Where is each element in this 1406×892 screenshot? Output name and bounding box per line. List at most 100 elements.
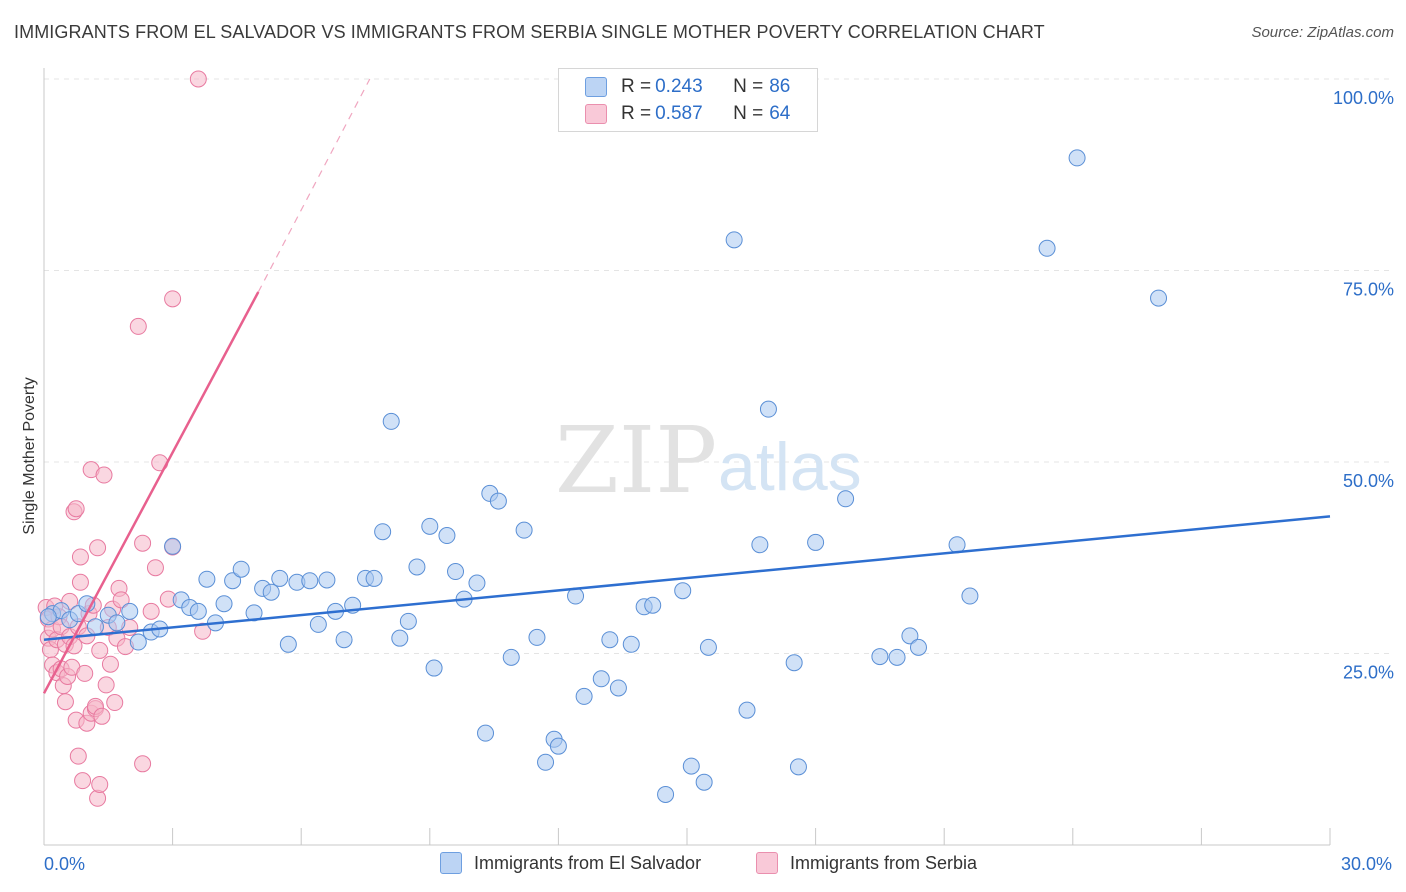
data-point-el-salvador: [129, 633, 147, 651]
data-point-serbia: [134, 755, 152, 773]
data-point-el-salvador: [232, 560, 250, 578]
data-point-el-salvador: [789, 758, 807, 776]
legend-row-serbia: R = 0.587 N = 64: [585, 101, 790, 127]
data-point-el-salvador: [477, 724, 495, 742]
data-point-serbia: [69, 747, 87, 765]
data-point-serbia: [91, 641, 109, 659]
data-point-el-salvador: [695, 773, 713, 791]
data-point-serbia: [134, 534, 152, 552]
data-point-serbia: [76, 664, 94, 682]
data-point-serbia: [56, 693, 74, 711]
trend-line-serbia-extension: [257, 78, 371, 293]
legend-r-label: R =: [621, 76, 652, 97]
data-point-el-salvador: [262, 583, 280, 601]
data-point-el-salvador: [622, 635, 640, 653]
series-serbia-points: [37, 70, 212, 807]
data-point-el-salvador: [657, 785, 675, 803]
data-point-serbia: [89, 539, 107, 557]
data-point-el-salvador: [699, 638, 717, 656]
data-point-el-salvador: [365, 569, 383, 587]
data-point-el-salvador: [447, 563, 465, 581]
data-point-el-salvador: [871, 648, 889, 666]
data-point-el-salvador: [121, 602, 139, 620]
legend-n-label: N =: [733, 103, 764, 124]
legend-row-el-salvador: R = 0.243 N = 86: [585, 74, 790, 100]
data-point-el-salvador: [245, 604, 263, 622]
bottom-legend-el-salvador: Immigrants from El Salvador: [440, 852, 701, 874]
data-point-el-salvador: [198, 570, 216, 588]
data-point-el-salvador: [224, 572, 242, 590]
legend-n-value: 64: [769, 103, 791, 124]
source-label: Source: ZipAtlas.com: [1251, 24, 1394, 41]
data-point-el-salvador: [408, 558, 426, 576]
data-point-el-salvador: [279, 635, 297, 653]
watermark-atlas: atlas: [718, 429, 862, 505]
watermark-zip: ZIP: [555, 407, 717, 514]
data-point-el-salvador: [489, 492, 507, 510]
data-point-el-salvador: [164, 537, 182, 555]
data-point-el-salvador: [601, 631, 619, 649]
data-point-serbia: [164, 290, 182, 308]
correlation-legend: R = 0.243 N = 86 R = 0.587 N = 64: [558, 68, 818, 132]
data-point-el-salvador: [738, 701, 756, 719]
watermark: ZIP atlas: [555, 407, 862, 514]
chart-title: IMMIGRANTS FROM EL SALVADOR VS IMMIGRANT…: [14, 22, 1045, 42]
data-point-el-salvador: [837, 490, 855, 508]
data-point-el-salvador: [759, 400, 777, 418]
axis-layer: [43, 68, 1331, 846]
data-point-serbia: [74, 772, 92, 790]
data-point-el-salvador: [1150, 289, 1168, 307]
data-point-serbia: [106, 694, 124, 712]
data-point-el-salvador: [335, 631, 353, 649]
y-tick-label: 50.0%: [1343, 471, 1394, 491]
data-point-el-salvador: [807, 533, 825, 551]
data-point-serbia: [146, 559, 164, 577]
legend-r-value: 0.243: [655, 76, 703, 97]
data-point-el-salvador: [515, 521, 533, 539]
data-point-el-salvador: [592, 670, 610, 688]
data-point-serbia: [189, 70, 207, 88]
data-point-el-salvador: [215, 595, 233, 613]
data-point-serbia: [129, 317, 147, 335]
trend-lines: [42, 78, 1331, 694]
data-point-el-salvador: [725, 231, 743, 249]
data-point-el-salvador: [39, 608, 57, 626]
data-point-el-salvador: [271, 569, 289, 587]
data-point-serbia: [142, 602, 160, 620]
data-point-serbia: [101, 655, 119, 673]
data-point-el-salvador: [528, 628, 546, 646]
data-point-el-salvador: [751, 536, 769, 554]
trend-line-serbia: [42, 291, 260, 694]
data-point-serbia: [91, 775, 109, 793]
data-point-el-salvador: [189, 602, 207, 620]
data-point-el-salvador: [785, 654, 803, 672]
data-point-el-salvador: [391, 629, 409, 647]
data-point-el-salvador: [318, 571, 336, 589]
data-point-serbia: [97, 676, 115, 694]
data-point-el-salvador: [682, 757, 700, 775]
legend-r-label: R =: [621, 103, 652, 124]
data-point-el-salvador: [1038, 239, 1056, 257]
data-point-el-salvador: [609, 679, 627, 697]
data-point-el-salvador: [674, 582, 692, 600]
data-point-el-salvador: [644, 596, 662, 614]
data-point-el-salvador: [374, 523, 392, 541]
bottom-legend-serbia: Immigrants from Serbia: [756, 852, 977, 874]
data-point-el-salvador: [421, 517, 439, 535]
data-point-el-salvador: [549, 737, 567, 755]
y-tick-label: 100.0%: [1333, 88, 1394, 108]
data-point-el-salvador: [901, 627, 919, 645]
tick-labels: 25.0% 50.0% 75.0% 100.0% 0.0% 30.0%: [44, 88, 1394, 874]
data-point-serbia: [67, 500, 85, 518]
trend-line-el-salvador: [43, 515, 1331, 641]
data-point-el-salvador: [948, 536, 966, 554]
data-point-el-salvador: [399, 612, 417, 630]
bottom-legend-swatch-blue: [440, 852, 462, 874]
x-tick-label-max: 30.0%: [1341, 854, 1392, 874]
bottom-legend-label: Immigrants from El Salvador: [474, 852, 702, 873]
data-point-el-salvador: [909, 638, 927, 656]
legend-swatch-blue: [585, 77, 607, 97]
data-point-serbia: [95, 466, 113, 484]
bottom-legend-label: Immigrants from Serbia: [790, 852, 978, 873]
